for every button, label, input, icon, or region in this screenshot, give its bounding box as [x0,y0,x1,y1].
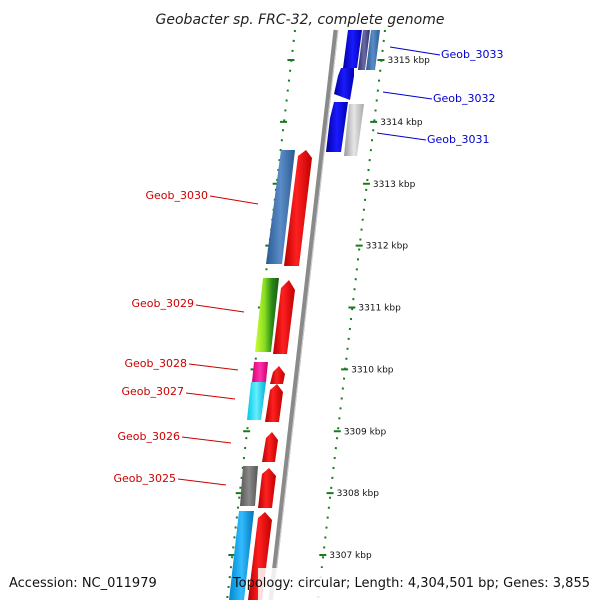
scale-tick-label: 3311 kbp [358,304,401,314]
scale-tick-label: 3307 kbp [329,551,372,561]
gene-feature[interactable] [366,30,380,70]
gene-feature[interactable] [248,512,272,600]
gene-feature[interactable] [252,362,268,382]
gene-labels: Geob_3033 Geob_3032 Geob_3031 Geob_3030 … [114,48,504,485]
scale-tick-label: 3315 kbp [387,56,430,66]
gene-label-geob-3027[interactable]: Geob_3027 [122,385,185,398]
footer: Accession: NC_011979 Topology: circular;… [9,568,600,600]
gene-feature[interactable] [270,366,285,384]
gene-label-geob-3030[interactable]: Geob_3030 [146,189,209,202]
map-title: Geobacter sp. FRC-32, complete genome [156,12,445,28]
gene-feature[interactable] [284,150,312,266]
label-leader-lines [177,46,441,486]
gene-feature[interactable] [255,278,279,352]
gene-feature[interactable] [247,382,266,420]
forward-strand-genes [326,30,380,156]
scale-tick-label: 3312 kbp [366,242,409,252]
gene-label-geob-3031[interactable]: Geob_3031 [427,133,490,146]
scale-tick-label: 3308 kbp [337,489,380,499]
accession-text: Accession: NC_011979 [9,576,157,591]
genome-backbone [268,29,339,600]
gene-feature[interactable] [265,384,283,422]
gene-feature[interactable] [273,280,295,354]
gene-feature[interactable] [266,150,295,264]
gene-feature[interactable] [334,68,354,100]
gene-label-geob-3033[interactable]: Geob_3033 [441,48,504,61]
genome-summary-text: Topology: circular; Length: 4,304,501 bp… [232,576,590,591]
gene-label-geob-3028[interactable]: Geob_3028 [125,357,188,370]
gene-label-geob-3026[interactable]: Geob_3026 [118,430,181,443]
gene-feature[interactable] [262,432,278,462]
gene-feature[interactable] [258,468,276,508]
gene-feature[interactable] [358,30,370,70]
scale-tick-label: 3309 kbp [344,427,387,437]
gene-label-geob-3032[interactable]: Geob_3032 [433,92,496,105]
scale-tick-label: 3313 kbp [373,180,416,190]
scale-tick-label: 3314 kbp [380,118,423,128]
scale-tick-label: 3310 kbp [351,365,394,375]
reverse-strand-genes [229,150,312,600]
gene-feature[interactable] [344,104,364,156]
gene-label-geob-3029[interactable]: Geob_3029 [132,297,195,310]
gene-feature[interactable] [240,466,258,506]
gene-label-geob-3025[interactable]: Geob_3025 [114,472,177,485]
gene-feature[interactable] [229,511,254,600]
gene-feature[interactable] [326,102,348,152]
gene-feature[interactable] [343,30,362,68]
